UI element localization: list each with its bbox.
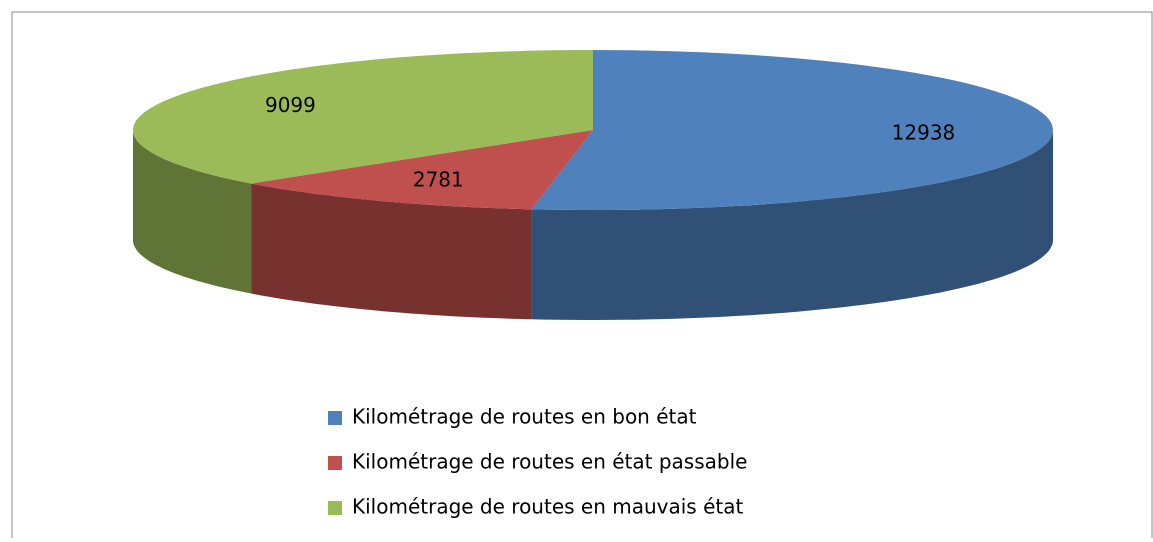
pie-slice <box>133 50 593 184</box>
pie-slice <box>531 50 1053 210</box>
data-label: 12938 <box>892 120 956 144</box>
chart-frame <box>11 11 1153 542</box>
legend-label: Kilométrage de routes en état passable <box>352 450 747 474</box>
slice-side <box>531 130 1053 320</box>
legend-label: Kilométrage de routes en mauvais état <box>352 495 743 519</box>
legend-label: Kilométrage de routes en bon état <box>352 405 697 429</box>
legend-swatch <box>328 456 342 470</box>
data-label: 9099 <box>265 93 316 117</box>
pie-slice <box>251 130 593 210</box>
legend-swatch <box>328 501 342 515</box>
slice-side <box>251 183 532 320</box>
legend-swatch <box>328 411 342 425</box>
slice-side <box>133 130 252 294</box>
data-label: 2781 <box>413 167 464 191</box>
